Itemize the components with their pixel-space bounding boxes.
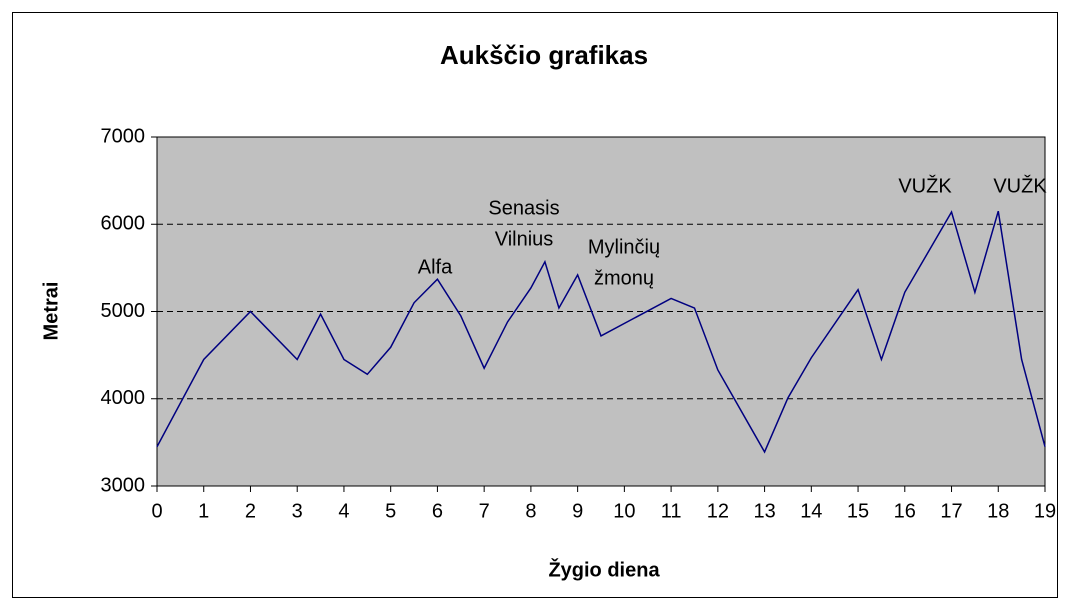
x-tick-label: 7 <box>479 500 490 522</box>
x-tick-label: 12 <box>707 500 729 522</box>
y-axis-label: Metrai <box>40 282 62 341</box>
x-tick-label: 19 <box>1034 500 1056 522</box>
x-tick-label: 16 <box>894 500 916 522</box>
x-tick-label: 17 <box>940 500 962 522</box>
x-tick-label: 4 <box>338 500 349 522</box>
x-tick-label: 2 <box>245 500 256 522</box>
y-tick-label: 5000 <box>101 300 146 322</box>
x-tick-label: 15 <box>847 500 869 522</box>
annotation: VUŽK <box>898 174 952 197</box>
x-tick-label: 3 <box>292 500 303 522</box>
x-tick-label: 13 <box>753 500 775 522</box>
x-tick-label: 8 <box>525 500 536 522</box>
annotation: Senasis <box>488 197 559 219</box>
x-tick-label: 18 <box>987 500 1009 522</box>
x-tick-label: 5 <box>385 500 396 522</box>
annotation: Mylinčių <box>588 236 660 258</box>
x-tick-label: 11 <box>661 500 682 522</box>
annotation: žmonų <box>594 267 654 289</box>
y-tick-label: 3000 <box>101 474 146 496</box>
y-tick-label: 7000 <box>101 125 146 147</box>
x-tick-label: 0 <box>151 500 162 522</box>
y-tick-label: 4000 <box>101 387 146 409</box>
annotation: Vilnius <box>495 228 554 250</box>
x-tick-label: 6 <box>432 500 443 522</box>
x-tick-label: 10 <box>613 500 635 522</box>
chart-title: Aukščio grafikas <box>440 40 648 70</box>
y-tick-label: 6000 <box>101 213 146 235</box>
x-tick-label: 1 <box>198 500 209 522</box>
x-axis-label: Žygio diena <box>548 557 660 581</box>
x-tick-label: 9 <box>572 500 583 522</box>
data-line <box>156 210 1046 454</box>
annotation: VUŽK <box>993 174 1047 197</box>
x-tick-label: 14 <box>800 500 822 522</box>
annotation: Alfa <box>418 256 453 278</box>
